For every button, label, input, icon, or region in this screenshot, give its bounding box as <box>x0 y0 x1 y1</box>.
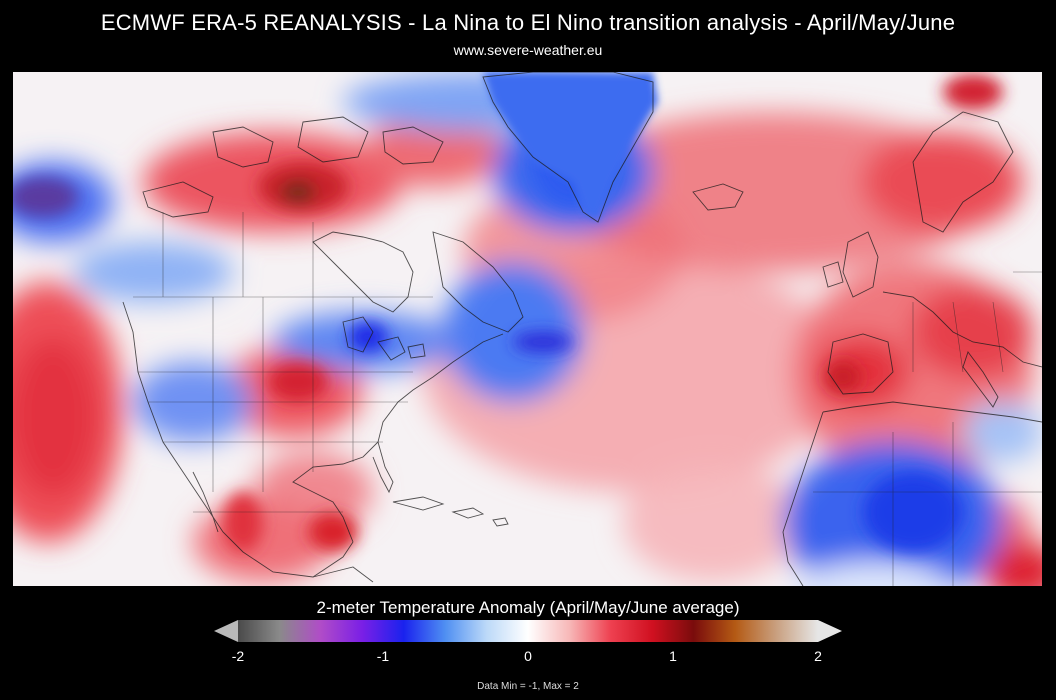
anomaly-field <box>13 72 1042 586</box>
colorbar-scale <box>238 620 818 642</box>
state-borders <box>133 212 1042 586</box>
colorbar-title: 2-meter Temperature Anomaly (April/May/J… <box>316 598 740 617</box>
figure-source-url: www.severe-weather.eu <box>453 42 603 58</box>
anomaly-map-svg <box>13 72 1042 586</box>
data-range-note: Data Min = -1, Max = 2 <box>477 681 579 692</box>
colorbar <box>214 620 842 642</box>
colorbar-tick-label: -2 <box>231 648 245 664</box>
colorbar-tick-label: 1 <box>669 648 677 664</box>
temperature-anomaly-map <box>13 72 1042 586</box>
coastlines <box>122 72 1042 586</box>
colorbar-tick-label: 2 <box>814 648 822 664</box>
figure-title: ECMWF ERA-5 REANALYSIS - La Nina to El N… <box>100 10 956 35</box>
colorbar-left-arrow <box>214 620 238 642</box>
colorbar-right-arrow <box>818 620 842 642</box>
greenland-cold-area <box>483 72 658 222</box>
colorbar-tick-label: -1 <box>376 648 390 664</box>
colorbar-tick-label: 0 <box>524 648 532 664</box>
